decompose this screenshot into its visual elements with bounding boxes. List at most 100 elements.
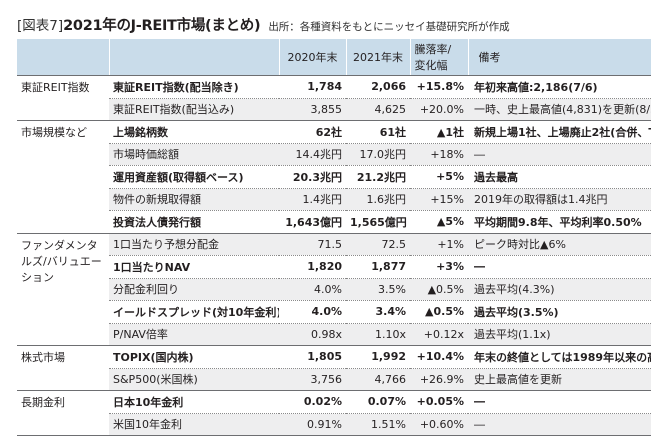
item-label: 分配金利回り — [109, 278, 279, 301]
note-text: 平均期間9.8年、平均利率0.50% — [468, 210, 651, 234]
category-label: 東証REIT指数 — [17, 75, 109, 121]
value-2020: 1,820 — [279, 255, 346, 279]
value-change: ▲1社 — [410, 120, 468, 144]
note-text: 過去平均(4.3%) — [468, 278, 651, 301]
note-text: ― — [468, 413, 651, 436]
value-2021: 4,766 — [346, 368, 410, 391]
value-2021: 1.10x — [346, 323, 410, 346]
value-change: +18% — [410, 143, 468, 166]
category-label: ファンダメンタルズ/バリュエーション — [17, 233, 109, 346]
note-text: 過去平均(3.5%) — [468, 300, 651, 324]
table-row: 株式市場 TOPIX(国内株) 1,805 1,992 +10.4% 年末の終値としては1… — [17, 345, 651, 391]
table-row: 東証REIT指数(配当込み) 3,855 4,625 +20.0% 一時、史上最高値(4… — [17, 98, 651, 121]
value-2021: 61社 — [346, 120, 410, 144]
note-text: ― — [468, 143, 651, 166]
value-change: +26.9% — [410, 368, 468, 391]
item-label: 日本10年金利 — [109, 390, 279, 414]
table-row: 市場規模など上場銘柄数62社61社▲1社新規上場1社、上場廃止2社(合併、TOB… — [17, 120, 651, 234]
value-2020: 4.0% — [279, 278, 346, 301]
category-label: 市場規模など — [17, 120, 109, 234]
summary-table: 2020年末 2021年末 騰落率/変化幅 備考 東証REIT指数 東証REIT指… — [17, 39, 651, 436]
figure-title: 2021年のJ-REIT市場(まとめ) — [63, 18, 261, 34]
table-row: 物件の新規取得額 1.4兆円 1.6兆円 +15% 2019年の取得額は1.4兆円 — [17, 188, 651, 211]
figure: [図表7]2021年のJ-REIT市場(まとめ) 出所：各種資料をもとにニッセイ基… — [17, 14, 651, 436]
header-note: 備考 — [467, 39, 651, 76]
table-row: 分配金利回り 4.0% 3.5% ▲0.5% 過去平均(4.3%) — [17, 278, 651, 301]
value-2021: 3.5% — [346, 278, 410, 301]
category-label: 株式市場 — [17, 345, 109, 391]
note-text: 一時、史上最高値(4,831)を更新(8/30) — [468, 98, 651, 121]
table-row: イールドスプレッド(対10年金利) 4.0% 3.4% ▲0.5% 過去平均(3.5%) — [17, 300, 651, 324]
value-2021: 2,066 — [346, 75, 410, 99]
table-row: P/NAV倍率 0.98x 1.10x +0.12x 過去平均(1.1x) — [17, 323, 651, 346]
note-text: 過去最高 — [468, 165, 651, 189]
item-label: 投資法人債発行額 — [109, 210, 279, 234]
item-label: 上場銘柄数 — [109, 120, 279, 144]
value-2021: 1,877 — [346, 255, 410, 279]
table-body: 東証REIT指数 東証REIT指数(配当除き) 1,784 2,066 +15.8% 年初… — [17, 75, 651, 436]
item-label: TOPIX(国内株) — [109, 345, 279, 369]
value-2020: 1,643億円 — [279, 210, 346, 234]
value-2020: 3,855 — [279, 98, 346, 121]
note-text: 史上最高値を更新 — [468, 368, 651, 391]
item-label: 市場時価総額 — [109, 143, 279, 166]
header-item — [108, 39, 279, 76]
value-change: +20.0% — [410, 98, 468, 121]
table-row: ファンダメンタルズ/バリュエーション 1口当たり予想分配金 71.5 72.5 +1% ピ… — [17, 233, 651, 346]
table-row: 長期金利 日本10年金利 0.02% 0.07% +0.05% ― — [17, 390, 651, 436]
item-label: P/NAV倍率 — [109, 323, 279, 346]
item-label: 米国10年金利 — [109, 413, 279, 436]
source-note: 出所：各種資料をもとにニッセイ基礎研究所が作成 — [268, 21, 510, 33]
value-2021: 1,992 — [346, 345, 410, 369]
value-change: +0.60% — [410, 413, 468, 436]
value-2021: 0.07% — [346, 390, 410, 414]
value-change: ▲0.5% — [410, 278, 468, 301]
value-2021: 72.5 — [346, 233, 410, 256]
note-text: ― — [468, 390, 651, 414]
value-2021: 1,565億円 — [346, 210, 410, 234]
value-change: +15% — [410, 188, 468, 211]
note-text: 2019年の取得額は1.4兆円 — [468, 188, 651, 211]
table-row: 1口当たりNAV 1,820 1,877 +3% ― — [17, 255, 651, 279]
value-2020: 1,784 — [279, 75, 346, 99]
value-change: +3% — [410, 255, 468, 279]
value-2021: 1.6兆円 — [346, 188, 410, 211]
value-2020: 62社 — [279, 120, 346, 144]
value-change: +15.8% — [410, 75, 468, 99]
note-text: ピーク時対比▲6% — [468, 233, 651, 256]
table-row: 米国10年金利 0.91% 1.51% +0.60% ― — [17, 413, 651, 436]
value-change: +1% — [410, 233, 468, 256]
value-2020: 3,756 — [279, 368, 346, 391]
value-change: +0.05% — [410, 390, 468, 414]
category-label: 長期金利 — [17, 390, 109, 436]
title-row: [図表7]2021年のJ-REIT市場(まとめ) 出所：各種資料をもとにニッセイ基… — [17, 14, 510, 35]
value-2020: 0.02% — [279, 390, 346, 414]
item-label: S&P500(米国株) — [109, 368, 279, 391]
table-row: 市場時価総額 14.4兆円 17.0兆円 +18% ― — [17, 143, 651, 166]
value-2020: 0.98x — [279, 323, 346, 346]
note-text: 年末の終値としては1989年以来の高値 — [468, 345, 651, 369]
note-text: 新規上場1社、上場廃止2社(合併、TOB) — [468, 120, 651, 144]
value-change: ▲0.5% — [410, 300, 468, 324]
note-text: 過去平均(1.1x) — [468, 323, 651, 346]
header-2021: 2021年末 — [345, 39, 410, 76]
item-label: 1口当たり予想分配金 — [109, 233, 279, 256]
header-2020: 2020年末 — [278, 39, 346, 76]
value-2021: 21.2兆円 — [346, 165, 410, 189]
table-row: S&P500(米国株) 3,756 4,766 +26.9% 史上最高値を更新 — [17, 368, 651, 391]
value-2020: 20.3兆円 — [279, 165, 346, 189]
value-change: +0.12x — [410, 323, 468, 346]
item-label: 1口当たりNAV — [109, 255, 279, 279]
header-change: 騰落率/変化幅 — [409, 39, 468, 76]
value-2020: 4.0% — [279, 300, 346, 324]
item-label: イールドスプレッド(対10年金利) — [109, 300, 279, 324]
item-label: 東証REIT指数(配当除き) — [109, 75, 279, 99]
value-2020: 14.4兆円 — [279, 143, 346, 166]
value-2021: 1.51% — [346, 413, 410, 436]
note-text: ― — [468, 255, 651, 279]
value-2021: 3.4% — [346, 300, 410, 324]
value-2021: 4,625 — [346, 98, 410, 121]
table-row: 運用資産額(取得額ベース) 20.3兆円 21.2兆円 +5% 過去最高 — [17, 165, 651, 189]
value-2021: 17.0兆円 — [346, 143, 410, 166]
note-text: 年初来高値:2,186(7/6) — [468, 75, 651, 99]
